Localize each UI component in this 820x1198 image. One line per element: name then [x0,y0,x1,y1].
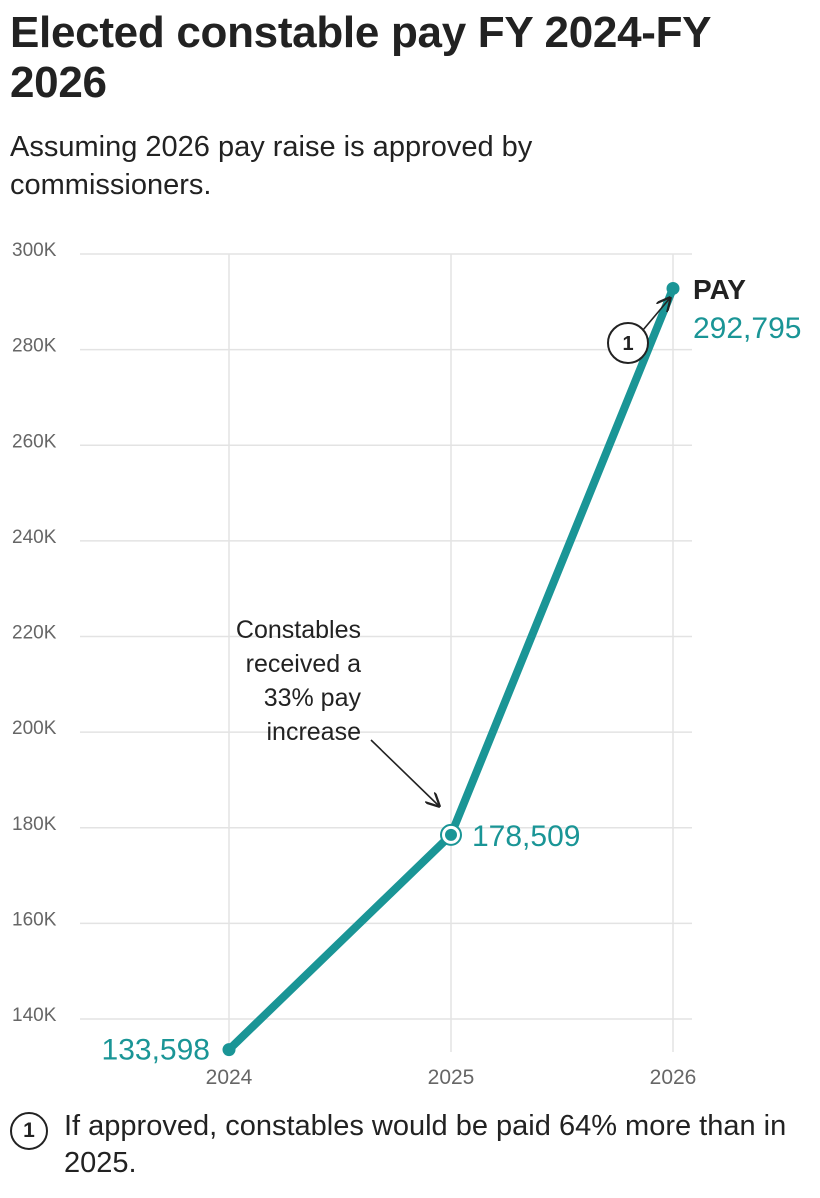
y-tick-label: 260K [12,431,57,452]
annotation-text-line: 33% pay [264,684,362,712]
y-tick-label: 300K [12,240,57,261]
line-chart: 140K 160K 180K 200K 220K 240K 260K 280K 300K 202… [12,240,801,1089]
footnote-text: If approved, constables would be paid 64… [64,1110,787,1179]
y-tick-label: 160K [12,909,57,930]
x-tick-label: 2026 [650,1066,697,1089]
x-tick-label: 2025 [428,1066,475,1089]
annotation-arrow [370,739,439,806]
y-tick-label: 200K [12,718,57,739]
data-label: 178,509 [472,820,580,853]
annotation-text-line: increase [267,718,362,746]
y-tick-label: 180K [12,814,57,835]
data-point [222,1043,236,1057]
chart-subtitle: Assuming 2026 pay raise is approved by c… [10,131,533,201]
data-point [445,828,457,841]
data-label: 292,795 [693,312,801,345]
y-tick-label: 220K [12,623,57,644]
x-tick-label: 2024 [206,1066,253,1089]
y-tick-label: 280K [12,336,57,357]
footnote-marker-badge: 1 [10,1112,48,1150]
annotation-marker-badge [607,322,649,364]
footnote: 1 If approved, constables would be paid … [10,1108,810,1182]
data-label: 133,598 [102,1034,210,1067]
annotation-text-line: received a [246,650,361,678]
y-tick-label: 140K [12,1005,57,1026]
data-point [666,281,680,295]
chart-title: Elected constable pay FY 2024-FY 2026 [10,8,711,107]
annotation-text-line: Constables [236,616,361,644]
series-name-label: PAY [693,274,746,305]
y-tick-label: 240K [12,527,57,548]
annotation-arrow [642,298,670,331]
annotation-marker-number: 1 [622,333,633,355]
